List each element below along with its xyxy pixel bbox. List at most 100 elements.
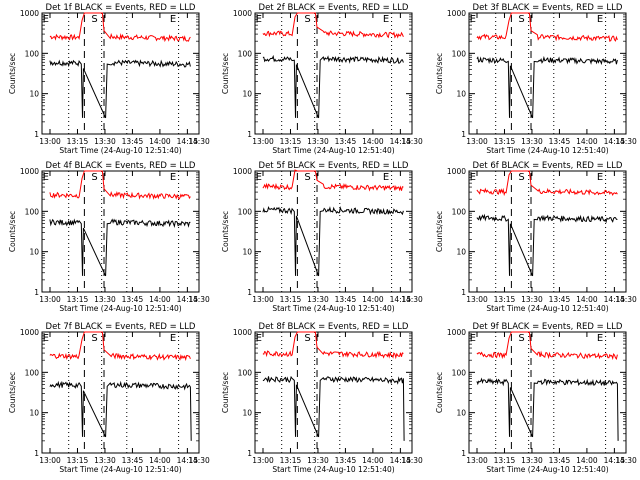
x-axis-label: Start Time (24-Aug-10 12:51:40) [486, 465, 608, 474]
y-tick-label: 10 [29, 248, 39, 257]
x-tick-label: 13:15 [67, 137, 89, 146]
y-tick-label: 100 [238, 368, 253, 377]
x-axis-label: Start Time (24-Aug-10 12:51:40) [59, 465, 181, 474]
x-tick-label: 14:00 [576, 295, 598, 304]
y-tick-label: 1000 [447, 167, 466, 176]
lld-series-line [262, 331, 404, 360]
marker-e: E [383, 333, 389, 344]
x-tick-label: 13:45 [122, 137, 144, 146]
panel-title: Det 7f BLACK = Events, RED = LLD [46, 322, 196, 332]
marker-e: E [256, 333, 262, 344]
marker-e: E [597, 172, 603, 183]
y-tick-label: 100 [25, 207, 40, 216]
x-tick-label: 13:45 [549, 295, 571, 304]
lld-series-line [476, 12, 618, 42]
panel-title: Det 5f BLACK = Events, RED = LLD [259, 161, 409, 171]
panel-2: Det 2f BLACK = Events, RED = LLD 1 10 100 10… [221, 3, 423, 155]
x-tick-label: 14:30 [188, 295, 210, 304]
events-series-line [262, 206, 404, 277]
y-tick-label: 10 [29, 409, 39, 418]
lld-series-line [262, 169, 404, 192]
y-tick-label: 1 [461, 288, 466, 297]
x-tick-label: 13:00 [252, 295, 274, 304]
x-tick-label: 14:15 [390, 456, 412, 465]
marker-s: S [91, 14, 97, 25]
marker-s: S [91, 333, 97, 344]
x-tick-label: 14:15 [604, 456, 626, 465]
panel-8: Det 8f BLACK = Events, RED = LLD 1 10 100 10… [221, 322, 423, 474]
x-tick-label: 13:00 [39, 456, 61, 465]
x-tick-label: 13:45 [335, 137, 357, 146]
x-tick-label: 14:15 [390, 295, 412, 304]
x-axis-label: Start Time (24-Aug-10 12:51:40) [59, 146, 181, 155]
y-tick-label: 1 [247, 449, 252, 458]
panel-title: Det 8f BLACK = Events, RED = LLD [259, 322, 409, 332]
events-series-line [49, 380, 192, 441]
y-tick-label: 100 [238, 49, 253, 58]
marker-e: E [170, 14, 176, 25]
x-tick-label: 13:45 [549, 137, 571, 146]
events-series-line [49, 218, 191, 277]
plot-frame [468, 331, 627, 454]
events-series-line [262, 54, 404, 119]
x-tick-label: 13:15 [494, 137, 516, 146]
panel-3: Det 3f BLACK = Events, RED = LLD 1 10 100 10… [435, 3, 637, 155]
x-tick-label: 13:15 [67, 456, 89, 465]
x-tick-label: 14:15 [177, 137, 199, 146]
x-tick-label: 13:30 [521, 295, 543, 304]
y-tick-label: 100 [25, 368, 40, 377]
y-tick-label: 100 [25, 49, 40, 58]
marker-e: E [256, 172, 262, 183]
x-tick-label: 13:15 [494, 295, 516, 304]
x-tick-label: 14:00 [149, 295, 171, 304]
x-tick-label: 13:45 [122, 456, 144, 465]
x-tick-label: 14:00 [362, 456, 384, 465]
x-axis-label: Start Time (24-Aug-10 12:51:40) [486, 146, 608, 155]
panel-title: Det 6f BLACK = Events, RED = LLD [473, 161, 623, 171]
marker-e: E [170, 172, 176, 183]
x-tick-label: 14:00 [362, 137, 384, 146]
y-tick-label: 10 [456, 90, 466, 99]
x-tick-label: 13:30 [94, 137, 116, 146]
plot-frame [254, 331, 413, 454]
y-axis-label: Counts/sec [435, 372, 444, 413]
marker-s: S [518, 333, 524, 344]
marker-s: S [304, 14, 310, 25]
marker-e: E [597, 333, 603, 344]
x-tick-label: 13:30 [521, 137, 543, 146]
x-tick-label: 14:30 [188, 456, 210, 465]
x-tick-label: 14:30 [615, 137, 637, 146]
lld-series-line [49, 170, 191, 200]
lld-series-line [262, 12, 404, 39]
x-tick-label: 13:00 [466, 137, 488, 146]
x-tick-label: 13:00 [252, 456, 274, 465]
y-tick-label: 10 [242, 409, 252, 418]
events-series-line [262, 375, 405, 441]
x-tick-label: 14:15 [604, 137, 626, 146]
panel-5: Det 5f BLACK = Events, RED = LLD 1 10 100 10… [221, 161, 423, 313]
y-tick-label: 1 [461, 449, 466, 458]
lld-series-line [49, 12, 191, 43]
plot-frame [41, 331, 200, 454]
x-tick-label: 13:00 [466, 456, 488, 465]
x-tick-label: 13:45 [335, 295, 357, 304]
x-tick-label: 13:15 [280, 295, 302, 304]
x-axis-label: Start Time (24-Aug-10 12:51:40) [272, 146, 394, 155]
x-tick-label: 13:30 [521, 456, 543, 465]
x-tick-label: 13:30 [94, 456, 116, 465]
y-tick-label: 1000 [447, 328, 466, 337]
y-tick-label: 100 [452, 368, 467, 377]
y-tick-label: 1 [247, 130, 252, 139]
marker-e: E [43, 14, 49, 25]
y-tick-label: 10 [29, 90, 39, 99]
marker-e: E [470, 172, 476, 183]
x-tick-label: 13:45 [122, 295, 144, 304]
panel-title: Det 1f BLACK = Events, RED = LLD [46, 3, 196, 13]
panel-title: Det 3f BLACK = Events, RED = LLD [473, 3, 623, 13]
x-axis-label: Start Time (24-Aug-10 12:51:40) [59, 304, 181, 313]
y-tick-label: 10 [456, 248, 466, 257]
marker-e: E [383, 14, 389, 25]
x-tick-label: 13:30 [307, 137, 329, 146]
y-tick-label: 1 [34, 130, 39, 139]
y-axis-label: Counts/sec [221, 211, 230, 252]
